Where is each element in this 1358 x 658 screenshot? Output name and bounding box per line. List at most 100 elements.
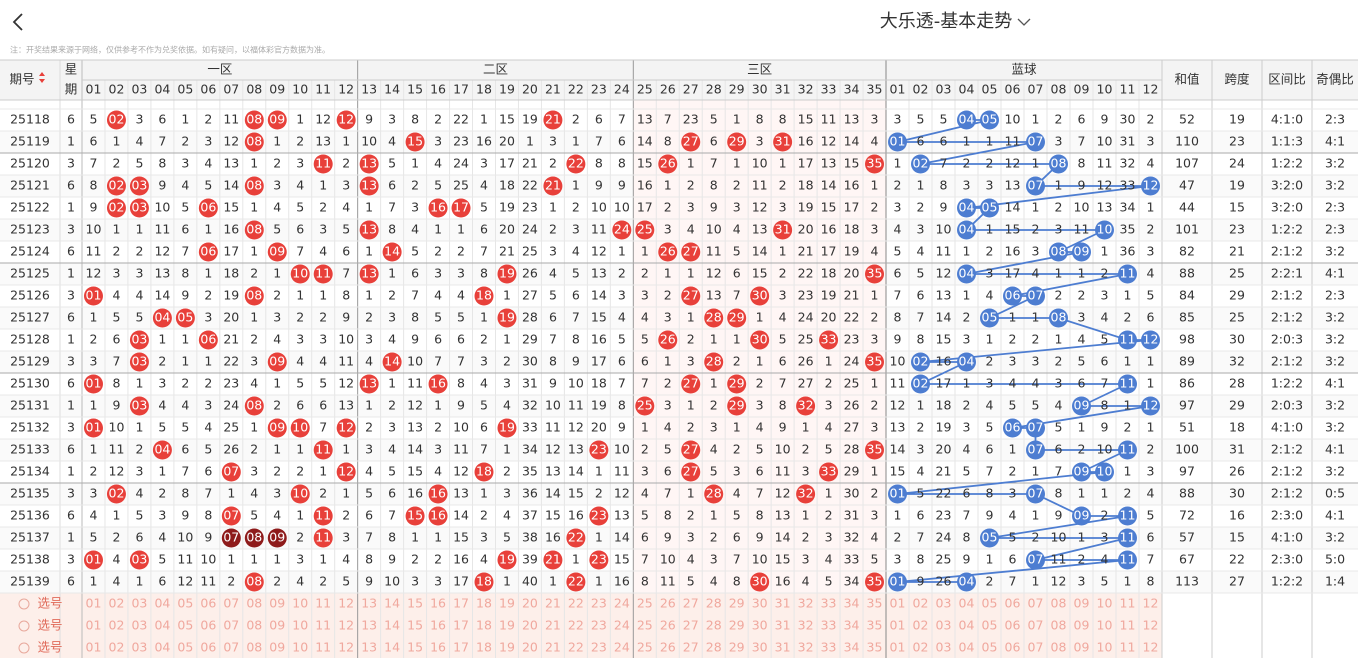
select-front-number[interactable]: 17 [453, 596, 469, 611]
select-front-number[interactable]: 10 [292, 640, 308, 655]
select-front-number[interactable]: 16 [430, 618, 446, 633]
select-front-number[interactable]: 16 [430, 640, 446, 655]
select-front-number[interactable]: 22 [568, 618, 584, 633]
select-front-number[interactable]: 25 [637, 640, 653, 655]
select-front-number[interactable]: 29 [729, 596, 745, 611]
select-back-number[interactable]: 06 [1005, 596, 1021, 611]
select-front-number[interactable]: 25 [637, 596, 653, 611]
select-radio[interactable] [18, 620, 30, 632]
select-front-number[interactable]: 33 [821, 618, 837, 633]
select-back-number[interactable]: 10 [1097, 640, 1113, 655]
select-back-number[interactable]: 09 [1074, 618, 1090, 633]
select-front-number[interactable]: 21 [545, 596, 561, 611]
select-front-number[interactable]: 22 [568, 640, 584, 655]
select-front-number[interactable]: 01 [86, 640, 102, 655]
select-front-number[interactable]: 07 [223, 596, 239, 611]
select-front-number[interactable]: 31 [775, 640, 791, 655]
select-front-number[interactable]: 20 [522, 618, 538, 633]
select-front-number[interactable]: 04 [154, 618, 170, 633]
select-front-number[interactable]: 26 [660, 596, 676, 611]
select-front-number[interactable]: 21 [545, 640, 561, 655]
select-front-number[interactable]: 05 [177, 596, 193, 611]
select-front-number[interactable]: 07 [223, 640, 239, 655]
select-front-number[interactable]: 06 [200, 640, 216, 655]
select-front-number[interactable]: 23 [591, 596, 607, 611]
sort-icon[interactable] [39, 72, 45, 83]
select-front-number[interactable]: 12 [338, 640, 354, 655]
select-back-number[interactable]: 12 [1143, 640, 1159, 655]
select-front-number[interactable]: 02 [109, 640, 125, 655]
select-front-number[interactable]: 26 [660, 618, 676, 633]
select-front-number[interactable]: 04 [154, 596, 170, 611]
select-front-number[interactable]: 12 [338, 596, 354, 611]
select-back-number[interactable]: 11 [1120, 596, 1136, 611]
select-front-number[interactable]: 21 [545, 618, 561, 633]
select-front-number[interactable]: 31 [775, 596, 791, 611]
select-front-number[interactable]: 26 [660, 640, 676, 655]
select-front-number[interactable]: 27 [683, 596, 699, 611]
select-front-number[interactable]: 11 [315, 640, 331, 655]
select-front-number[interactable]: 24 [614, 640, 630, 655]
select-front-number[interactable]: 24 [614, 596, 630, 611]
select-back-number[interactable]: 08 [1051, 596, 1067, 611]
select-front-number[interactable]: 03 [131, 618, 147, 633]
back-button[interactable] [12, 13, 23, 31]
select-front-number[interactable]: 08 [246, 596, 262, 611]
select-front-number[interactable]: 35 [867, 596, 883, 611]
select-back-number[interactable]: 03 [936, 596, 952, 611]
select-back-number[interactable]: 09 [1074, 640, 1090, 655]
select-front-number[interactable]: 06 [200, 618, 216, 633]
select-back-number[interactable]: 05 [982, 596, 998, 611]
select-back-number[interactable]: 06 [1005, 618, 1021, 633]
select-front-number[interactable]: 30 [752, 618, 768, 633]
select-back-number[interactable]: 05 [982, 640, 998, 655]
select-front-number[interactable]: 31 [775, 618, 791, 633]
select-back-number[interactable]: 02 [913, 596, 929, 611]
select-front-number[interactable]: 28 [706, 618, 722, 633]
select-front-number[interactable]: 05 [177, 640, 193, 655]
select-front-number[interactable]: 30 [752, 640, 768, 655]
select-back-number[interactable]: 01 [890, 640, 906, 655]
select-front-number[interactable]: 08 [246, 640, 262, 655]
select-label[interactable]: 选号 [37, 640, 62, 655]
select-front-number[interactable]: 15 [407, 640, 423, 655]
select-back-number[interactable]: 12 [1143, 596, 1159, 611]
select-back-number[interactable]: 03 [936, 640, 952, 655]
select-front-number[interactable]: 32 [798, 640, 814, 655]
select-front-number[interactable]: 28 [706, 596, 722, 611]
select-front-number[interactable]: 30 [752, 596, 768, 611]
title-dropdown[interactable] [1017, 18, 1031, 26]
select-front-number[interactable]: 01 [86, 596, 102, 611]
select-radio[interactable] [18, 598, 30, 610]
select-front-number[interactable]: 15 [407, 596, 423, 611]
select-back-number[interactable]: 07 [1028, 618, 1044, 633]
select-front-number[interactable]: 10 [292, 618, 308, 633]
select-back-number[interactable]: 02 [913, 640, 929, 655]
select-front-number[interactable]: 03 [131, 640, 147, 655]
select-front-number[interactable]: 24 [614, 618, 630, 633]
select-back-number[interactable]: 06 [1005, 640, 1021, 655]
select-back-number[interactable]: 04 [959, 618, 975, 633]
select-front-number[interactable]: 35 [867, 618, 883, 633]
select-front-number[interactable]: 11 [315, 596, 331, 611]
select-front-number[interactable]: 13 [361, 596, 377, 611]
page-title[interactable]: 大乐透-基本走势 [880, 11, 1013, 32]
select-front-number[interactable]: 20 [522, 596, 538, 611]
select-front-number[interactable]: 17 [453, 618, 469, 633]
select-front-number[interactable]: 34 [844, 618, 860, 633]
select-front-number[interactable]: 02 [109, 596, 125, 611]
select-front-number[interactable]: 08 [246, 618, 262, 633]
select-back-number[interactable]: 10 [1097, 596, 1113, 611]
select-front-number[interactable]: 10 [292, 596, 308, 611]
select-front-number[interactable]: 34 [844, 640, 860, 655]
select-front-number[interactable]: 11 [315, 618, 331, 633]
select-front-number[interactable]: 04 [154, 640, 170, 655]
select-front-number[interactable]: 35 [867, 640, 883, 655]
select-back-number[interactable]: 04 [959, 640, 975, 655]
select-front-number[interactable]: 22 [568, 596, 584, 611]
select-front-number[interactable]: 06 [200, 596, 216, 611]
select-back-number[interactable]: 11 [1120, 640, 1136, 655]
select-back-number[interactable]: 08 [1051, 640, 1067, 655]
select-back-number[interactable]: 01 [890, 596, 906, 611]
select-front-number[interactable]: 12 [338, 618, 354, 633]
